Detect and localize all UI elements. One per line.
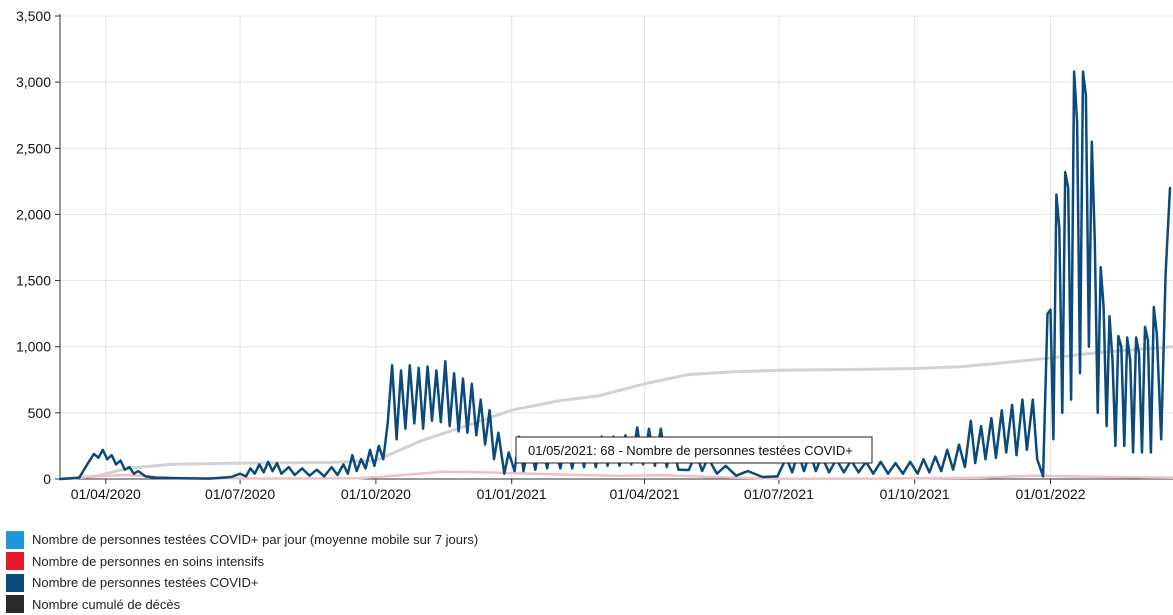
y-tick-label: 1,000 xyxy=(16,339,51,355)
chart: 0 500 1,000 1,500 2,000 2,500 3,000 3,500 01/04… xyxy=(16,8,1173,502)
legend-label: Nombre de personnes en soins intensifs xyxy=(32,553,264,569)
legend-item[interactable]: Nombre cumulé de décès xyxy=(6,594,478,615)
legend-swatch xyxy=(6,595,24,614)
x-tick-label: 01/07/2021 xyxy=(744,486,814,502)
grid xyxy=(60,15,1173,480)
legend-swatch xyxy=(6,530,24,549)
y-tick-label: 500 xyxy=(28,405,52,421)
plot-area xyxy=(58,70,1173,481)
x-tick-label: 01/04/2020 xyxy=(71,486,141,502)
x-tick-label: 01/01/2021 xyxy=(477,486,547,502)
y-tick-label: 3,000 xyxy=(16,74,51,90)
tooltip-text: 01/05/2021: 68 - Nombre de personnes tes… xyxy=(528,443,853,458)
legend-label: Nombre de personnes testées COVID+ par j… xyxy=(32,532,479,548)
series-line-positives[interactable] xyxy=(58,70,1172,481)
tooltip-box xyxy=(515,436,873,464)
x-axis: 01/04/2020 01/07/2020 01/10/2020 01/01/2021… xyxy=(60,478,1173,502)
y-tick-label: 1,500 xyxy=(16,273,51,289)
y-tick-label: 2,500 xyxy=(16,140,51,156)
x-tick-label: 01/01/2022 xyxy=(1015,486,1085,502)
y-tick-label: 3,500 xyxy=(16,8,51,24)
legend: Nombre de personnes testées COVID+ par j… xyxy=(6,529,478,615)
legend-swatch xyxy=(6,552,24,571)
x-tick-label: 01/04/2021 xyxy=(610,486,680,502)
y-tick-label: 2,000 xyxy=(16,206,51,222)
legend-item[interactable]: Nombre de personnes testées COVID+ par j… xyxy=(6,529,478,551)
x-tick-label: 01/10/2021 xyxy=(880,486,950,502)
legend-item[interactable]: Nombre de personnes en soins intensifs xyxy=(6,551,478,573)
x-tick-label: 01/07/2020 xyxy=(205,486,275,502)
tooltip: 01/05/2021: 68 - Nombre de personnes tes… xyxy=(515,436,873,464)
series-line-deaths[interactable] xyxy=(58,345,1173,481)
y-axis: 0 500 1,000 1,500 2,000 2,500 3,000 3,500 xyxy=(16,8,61,487)
x-tick-label: 01/10/2020 xyxy=(341,486,411,502)
legend-swatch xyxy=(6,573,24,592)
legend-item[interactable]: Nombre de personnes testées COVID+ xyxy=(6,572,478,594)
y-tick-label: 0 xyxy=(43,471,51,487)
legend-label: Nombre de personnes testées COVID+ xyxy=(32,575,259,591)
legend-label: Nombre cumulé de décès xyxy=(32,596,181,612)
